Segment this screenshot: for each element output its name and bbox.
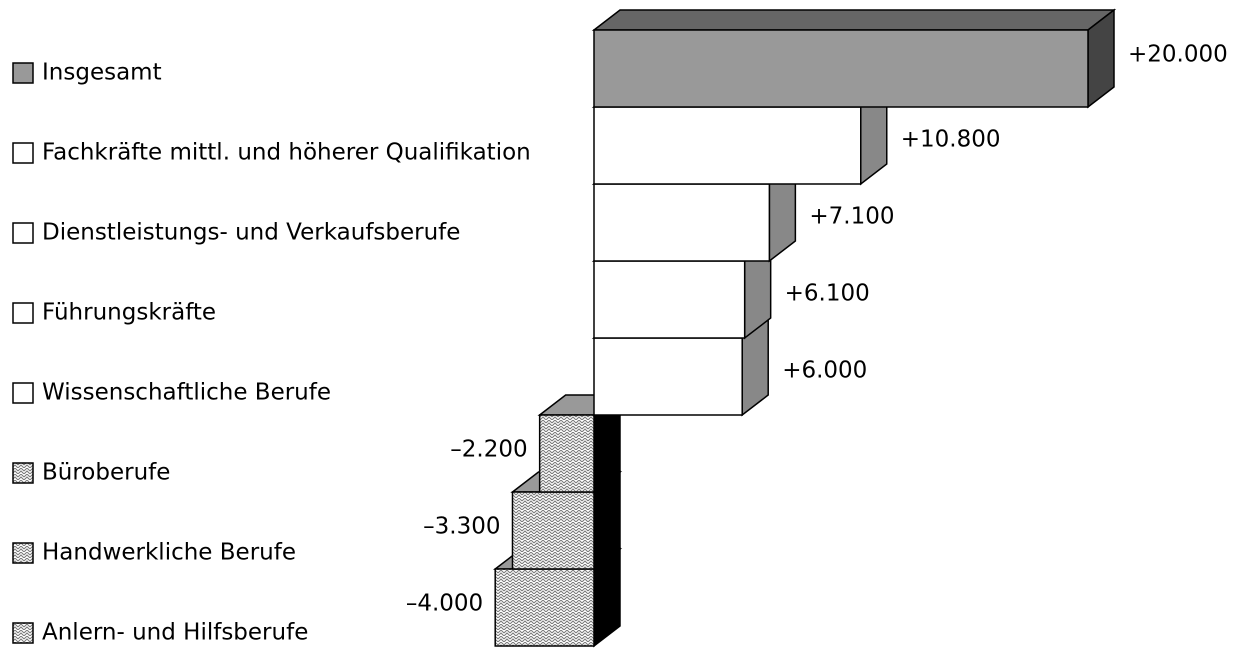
value-label: +10.800	[901, 127, 1001, 153]
value-label: +20.000	[1128, 42, 1228, 68]
legend-swatch	[12, 382, 34, 404]
legend-swatch	[12, 302, 34, 324]
bar-front	[511, 491, 595, 570]
legend-swatch	[12, 62, 34, 84]
legend-swatch	[12, 542, 34, 564]
bar-front	[538, 414, 595, 493]
value-label: –4.000	[406, 591, 483, 617]
legend-label: Anlern- und Hilfsberufe	[42, 620, 308, 646]
legend-swatch	[12, 622, 34, 644]
legend-swatch	[12, 142, 34, 164]
legend-label: Wissenschaftliche Berufe	[42, 380, 331, 406]
bar-front	[593, 337, 743, 416]
value-label: –2.200	[450, 437, 527, 463]
bar-front	[593, 106, 862, 185]
bar	[591, 8, 1117, 109]
value-label: +6.000	[782, 358, 867, 384]
value-label: –3.300	[423, 514, 500, 540]
value-label: +6.100	[785, 281, 870, 307]
value-label: +7.100	[809, 204, 894, 230]
legend-label: Fachkräfte mittl. und höherer Qualifikat…	[42, 140, 531, 166]
legend-label: Führungskräfte	[42, 300, 216, 326]
bar-front	[593, 183, 771, 262]
bar-front	[593, 29, 1089, 108]
legend-label: Dienstleistungs- und Verkaufsberufe	[42, 220, 460, 246]
bar-front	[593, 260, 746, 339]
bar-top	[591, 9, 1117, 31]
legend-label: Handwerkliche Berufe	[42, 540, 296, 566]
legend-swatch	[12, 462, 34, 484]
legend-label: Büroberufe	[42, 460, 170, 486]
legend-swatch	[12, 222, 34, 244]
legend-label: Insgesamt	[42, 60, 162, 86]
bar-front	[494, 568, 595, 647]
